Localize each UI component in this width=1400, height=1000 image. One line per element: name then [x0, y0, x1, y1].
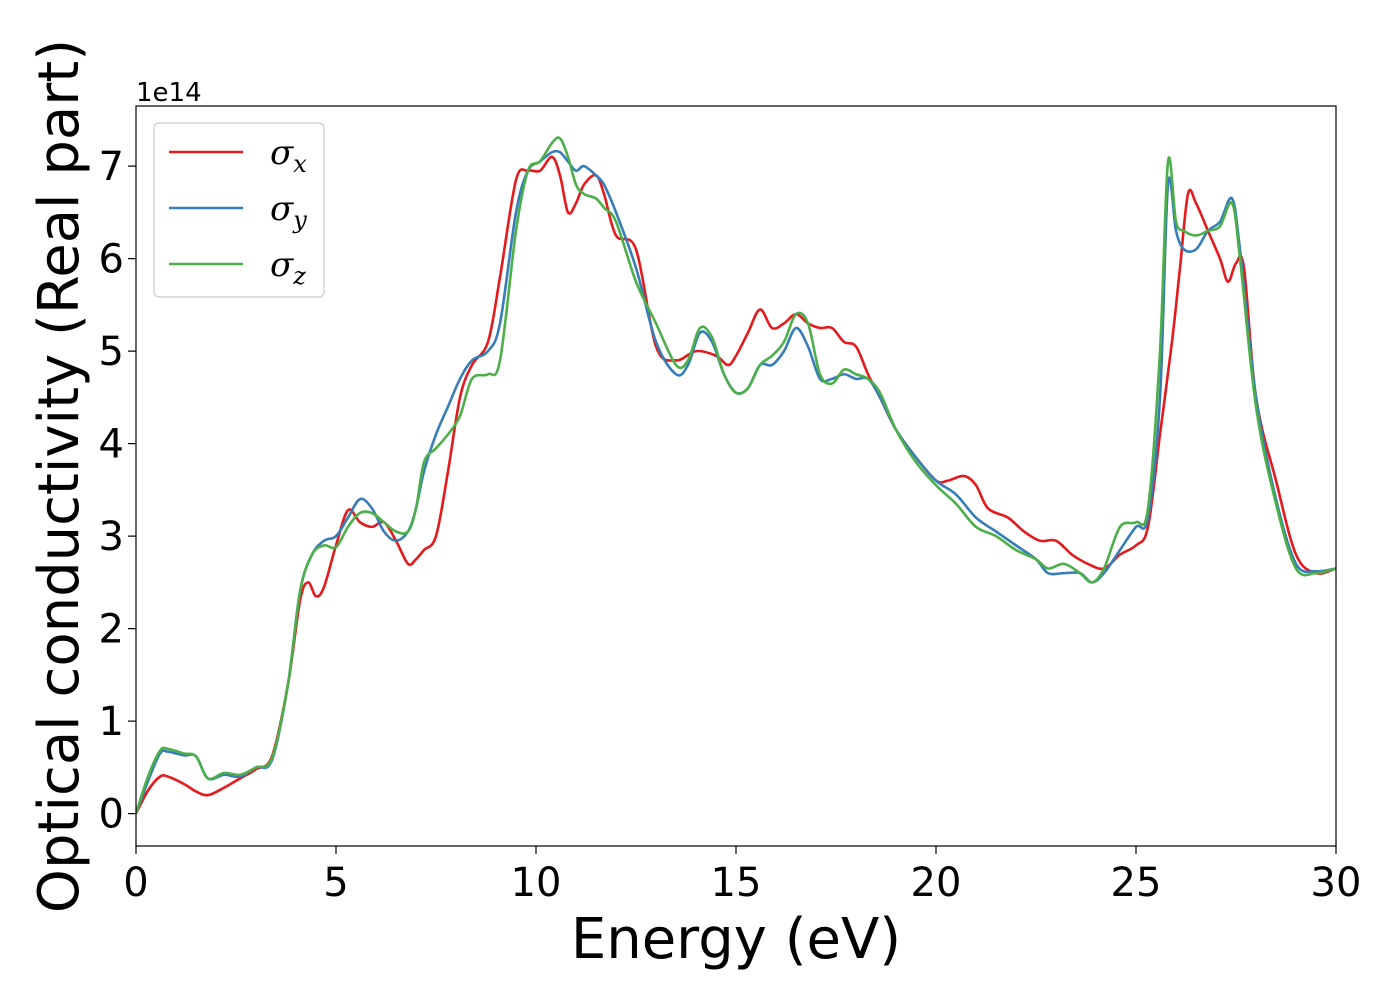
y-tick-label: 0 — [99, 792, 124, 838]
x-tick-label: 0 — [123, 860, 148, 906]
x-tick-label: 25 — [1111, 860, 1162, 906]
y-tick-label: 7 — [99, 144, 124, 190]
y-tick-label: 5 — [99, 329, 124, 375]
x-tick-label: 5 — [323, 860, 348, 906]
x-tick-label: 30 — [1311, 860, 1362, 906]
legend-label-x: σx — [270, 133, 307, 178]
y-tick-label: 3 — [99, 514, 124, 560]
x-tick-label: 20 — [911, 860, 962, 906]
series-line-y — [136, 149, 1336, 815]
legend-box — [153, 122, 325, 298]
x-axis: 0 5 10 15 20 25 30 — [123, 846, 1361, 906]
y-tick-label: 6 — [99, 237, 124, 283]
y-tick-label: 1 — [99, 699, 124, 745]
y-offset-text: 1e14 — [136, 78, 202, 108]
y-tick-label: 2 — [99, 607, 124, 653]
y-axis: 0 1 2 3 4 5 6 7 — [99, 144, 136, 838]
y-axis-title: Optical conductivity (Real part) — [27, 39, 92, 913]
legend: σx σy σz — [153, 122, 325, 298]
x-tick-label: 15 — [711, 860, 762, 906]
y-tick-label: 4 — [99, 422, 124, 468]
legend-label-y: σy — [270, 189, 307, 234]
legend-label-z: σz — [270, 245, 306, 290]
series-layer — [136, 136, 1336, 815]
x-axis-title: Energy (eV) — [571, 907, 901, 972]
x-tick-label: 10 — [511, 860, 562, 906]
series-line-z — [136, 136, 1336, 815]
